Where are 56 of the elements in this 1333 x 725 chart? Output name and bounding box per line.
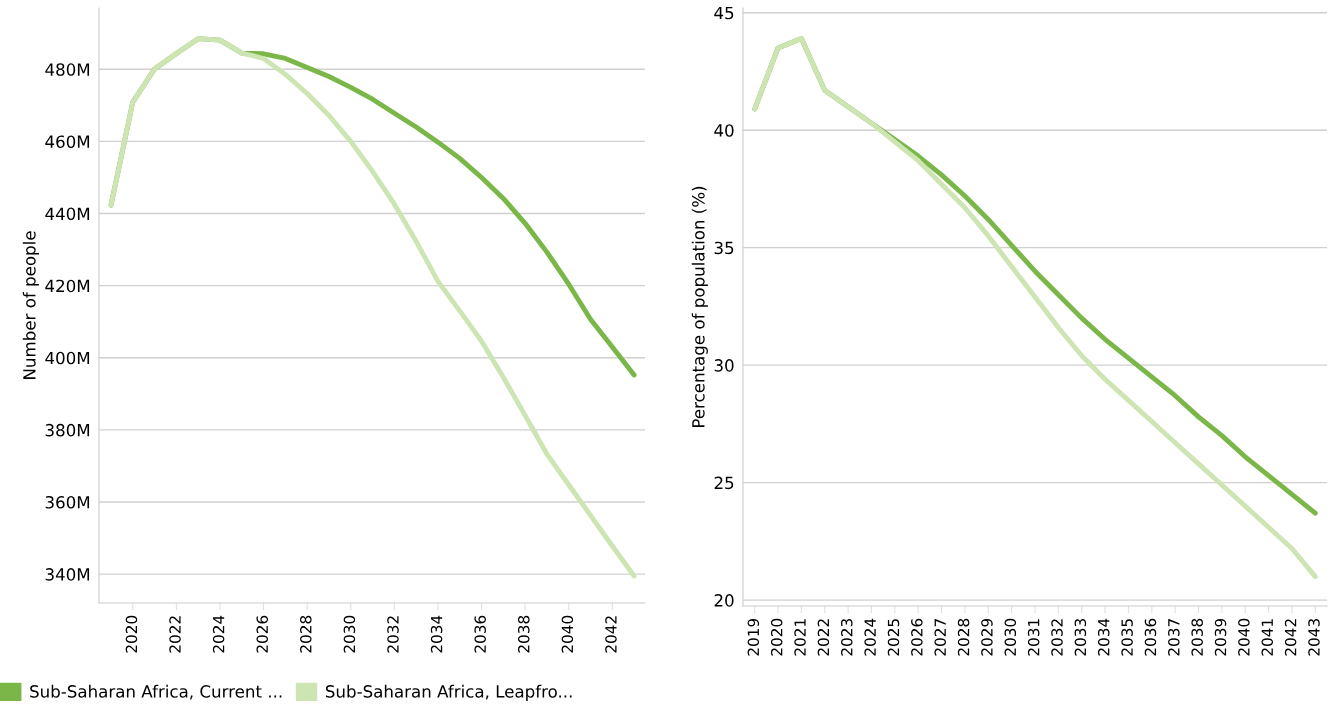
x-tick-label: 2024	[864, 618, 876, 656]
x-tick-label: 2026	[256, 615, 268, 653]
x-tick-label: 2031	[1027, 619, 1040, 656]
x-tick-label: 2043	[1308, 619, 1320, 656]
x-tick-label: 2032	[1051, 619, 1063, 656]
x-tick-label: 2025	[887, 619, 900, 656]
y-tick-label: 20	[714, 594, 734, 607]
y-tick-label: 25	[714, 476, 734, 490]
x-tick-label: 2020	[125, 615, 138, 653]
y-tick-label: 420M	[45, 279, 90, 293]
x-tick-label: 2035	[1121, 619, 1133, 656]
y-tick-label: 380M	[45, 423, 90, 437]
x-tick-label: 2039	[1214, 618, 1227, 656]
x-tick-label: 2023	[841, 619, 853, 656]
x-tick-label: 2026	[911, 618, 923, 656]
y-tick-label: 360M	[45, 495, 90, 509]
x-tick-label: 2029	[981, 618, 993, 656]
x-tick-label: 2041	[1261, 619, 1274, 656]
y-tick-label: 460M	[45, 135, 90, 148]
x-tick-label: 2040	[1238, 618, 1250, 656]
x-tick-label: 2042	[1284, 619, 1297, 656]
y-tick-label: 440M	[45, 207, 90, 221]
x-tick-label: 2030	[343, 615, 356, 653]
y-tick-label: 35	[714, 241, 734, 255]
x-tick-label: 2034	[430, 615, 443, 653]
y-tick-label: 30	[714, 359, 734, 372]
x-tick-label: 2024	[212, 615, 225, 653]
x-tick-label: 2022	[169, 616, 181, 653]
x-tick-label: 2036	[1144, 618, 1157, 656]
legend-label: Sub-Saharan Africa, Leapfro...	[325, 684, 572, 701]
x-tick-label: 2042	[605, 616, 617, 653]
x-tick-label: 2019	[747, 618, 760, 656]
y-tick-label: 400M	[45, 351, 90, 365]
x-tick-label: 2027	[934, 619, 946, 656]
x-tick-label: 2040	[561, 615, 574, 653]
y-tick-label: 340M	[45, 568, 90, 581]
x-tick-label: 2038	[518, 615, 530, 653]
x-tick-label: 2032	[387, 616, 399, 653]
x-tick-label: 2033	[1074, 619, 1087, 656]
y-axis-title: Number of people	[22, 231, 39, 379]
line-series	[108, 36, 637, 579]
x-tick-label: 2038	[1191, 618, 1203, 656]
y-tick-label: 40	[714, 124, 734, 137]
x-tick-label: 2037	[1168, 619, 1180, 656]
x-tick-label: 2034	[1097, 618, 1110, 656]
x-tick-label: 2020	[770, 618, 783, 656]
x-tick-label: 2022	[817, 619, 830, 656]
x-tick-label: 2021	[794, 619, 806, 656]
x-tick-label: 2030	[1004, 618, 1017, 656]
x-tick-label: 2028	[300, 615, 312, 653]
y-axis-title: Percentage of population (%)	[691, 186, 708, 427]
legend-label: Sub-Saharan Africa, Current ...	[30, 684, 282, 700]
y-tick-label: 480M	[45, 63, 90, 76]
y-tick-label: 45	[714, 6, 734, 20]
x-tick-label: 2036	[474, 615, 486, 653]
x-tick-label: 2028	[957, 618, 970, 656]
